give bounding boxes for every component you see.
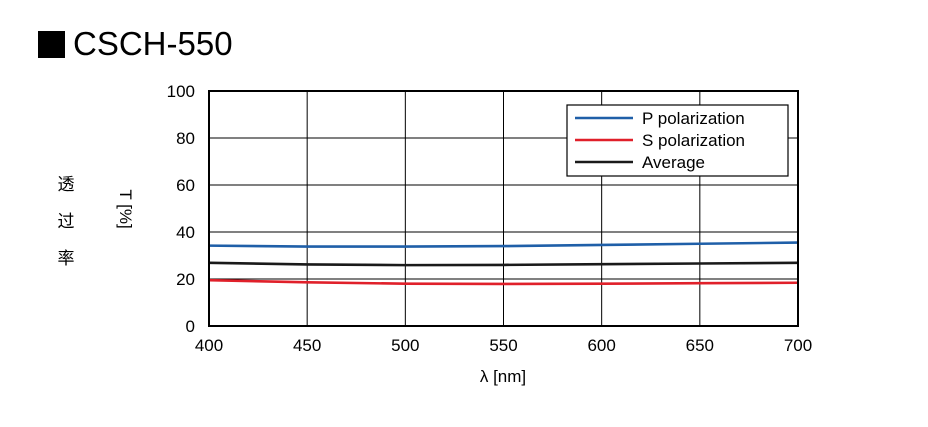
x-axis-label: λ [nm]	[480, 367, 526, 386]
series-line-2	[208, 278, 799, 286]
y-tick-labels: 0 20 40 60 80 100	[167, 82, 195, 336]
y-label-char-2: 过	[57, 212, 75, 231]
legend-label: S polarization	[642, 131, 745, 150]
legend-label: Average	[642, 153, 705, 172]
x-tick-label: 550	[489, 336, 517, 355]
series-layer	[208, 241, 799, 286]
y-tick-label: 100	[167, 82, 195, 101]
y-tick-label: 80	[176, 129, 195, 148]
y-tick-label: 0	[186, 317, 195, 336]
y-tick-label: 40	[176, 223, 195, 242]
x-tick-label: 700	[784, 336, 812, 355]
x-tick-label: 450	[293, 336, 321, 355]
chart-title: CSCH-550	[38, 25, 233, 62]
y-axis-japanese-label: 透 过 率	[55, 166, 77, 277]
y-label-char-3: 率	[57, 249, 75, 268]
legend-label: P polarization	[642, 109, 745, 128]
x-tick-label: 650	[686, 336, 714, 355]
chart-title-text: CSCH-550	[73, 25, 233, 62]
x-tick-label: 500	[391, 336, 419, 355]
series-line-1	[208, 241, 799, 248]
y-tick-label: 20	[176, 270, 195, 289]
legend: P polarization S polarization Average	[566, 104, 789, 177]
x-tick-label: 600	[587, 336, 615, 355]
title-square-icon	[38, 30, 65, 58]
x-tick-label: 400	[195, 336, 223, 355]
y-axis-label: T [%]	[116, 189, 135, 228]
plot-frame	[208, 90, 799, 327]
y-tick-label: 60	[176, 176, 195, 195]
series-line-3	[208, 261, 799, 267]
y-label-char-1: 透	[57, 175, 75, 194]
x-tick-labels: 400 450 500 550 600 650 700	[195, 336, 812, 355]
